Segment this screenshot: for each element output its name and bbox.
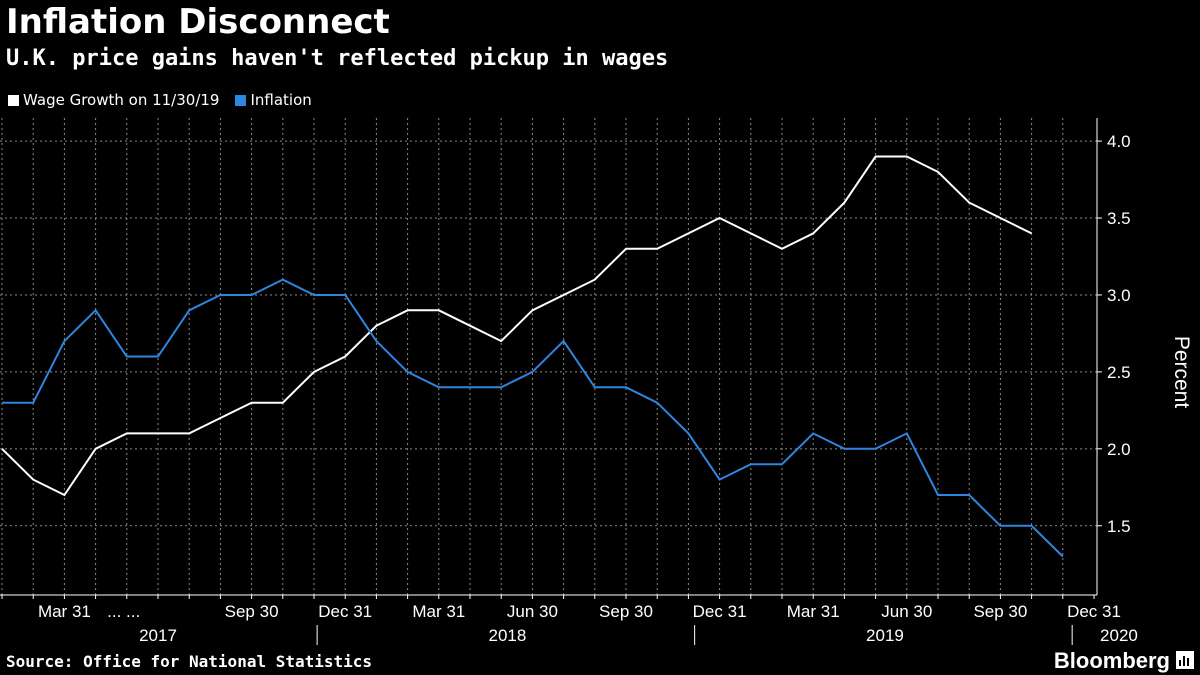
y-tick-label: 1.5 bbox=[1107, 517, 1131, 536]
inflation-line bbox=[2, 278, 1064, 558]
source-note: Source: Office for National Statistics bbox=[6, 652, 373, 671]
legend-label-wage-growth: Wage Growth on 11/30/19 bbox=[23, 91, 220, 109]
x-tick-label: Sep 30 bbox=[599, 602, 653, 621]
chart-legend: Wage Growth on 11/30/19 Inflation bbox=[8, 91, 328, 109]
bloomberg-logo: Bloomberg bbox=[1053, 648, 1170, 673]
chart-subtitle: U.K. price gains haven't reflected picku… bbox=[6, 46, 669, 71]
x-tick-label: Mar 31 bbox=[38, 602, 91, 621]
x-tick-label: Mar 31 bbox=[787, 602, 840, 621]
y-tick-label: 4.0 bbox=[1107, 132, 1131, 151]
legend-item-inflation: Inflation bbox=[235, 91, 312, 109]
x-tick-label: Jun 30 bbox=[881, 602, 932, 621]
x-tick-label: ... ... bbox=[107, 602, 140, 621]
y-axis-label: Percent bbox=[1170, 336, 1193, 409]
y-tick-label: 2.5 bbox=[1107, 363, 1131, 382]
chart-title: Inflation Disconnect bbox=[6, 2, 390, 42]
x-tick-label: Dec 31 bbox=[693, 602, 747, 621]
y-tick-label: 3.0 bbox=[1107, 286, 1131, 305]
x-year-label: 2017 bbox=[139, 626, 177, 645]
x-tick-label: Dec 31 bbox=[318, 602, 372, 621]
x-year-label: 2018 bbox=[489, 626, 527, 645]
legend-swatch-wage-growth bbox=[8, 94, 19, 106]
x-year-label: 2020 bbox=[1100, 626, 1138, 645]
x-tick-label: Sep 30 bbox=[973, 602, 1027, 621]
x-tick-label: Sep 30 bbox=[225, 602, 279, 621]
legend-item-wage-growth: Wage Growth on 11/30/19 bbox=[8, 91, 219, 109]
y-tick-label: 2.0 bbox=[1107, 440, 1131, 459]
x-year-label: 2019 bbox=[866, 626, 904, 645]
wage-growth-line bbox=[1, 155, 1033, 497]
x-tick-label: Jun 30 bbox=[507, 602, 558, 621]
bloomberg-chart-icon bbox=[1176, 651, 1194, 669]
legend-swatch-inflation bbox=[235, 94, 247, 106]
x-tick-label: Mar 31 bbox=[412, 602, 465, 621]
y-tick-label: 3.5 bbox=[1107, 209, 1131, 228]
x-tick-label: Dec 31 bbox=[1067, 602, 1121, 621]
legend-label-inflation: Inflation bbox=[250, 91, 312, 109]
